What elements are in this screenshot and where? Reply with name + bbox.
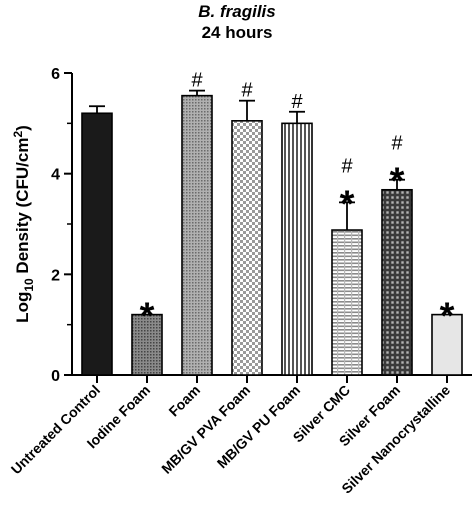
x-tick-label: MB/GV PVA Foam [158, 382, 253, 477]
y-tick-label: 0 [51, 368, 60, 385]
x-tick-label: Untreated Control [8, 382, 103, 477]
significance-star: * [440, 296, 455, 338]
bar [81, 112, 113, 376]
bars: * # # # * # * # * [81, 70, 463, 376]
bar [181, 94, 213, 376]
y-tick-label: 2 [51, 267, 60, 284]
significance-hash: # [191, 70, 203, 92]
bar [131, 313, 163, 376]
significance-hash: # [241, 80, 253, 102]
chart-subtitle: 24 hours [201, 23, 273, 42]
significance-hash: # [291, 91, 303, 113]
significance-star: * [390, 161, 405, 203]
significance-star: * [140, 296, 155, 338]
bar [381, 188, 413, 376]
bar [281, 122, 313, 376]
significance-hash: # [391, 133, 403, 155]
y-tick-label: 6 [51, 66, 60, 83]
bar [431, 313, 463, 376]
x-tick-label: Foam [165, 382, 203, 420]
significance-star: * [340, 183, 355, 225]
bar [231, 120, 263, 376]
bar [331, 229, 363, 376]
y-tick-label: 4 [51, 167, 60, 184]
significance-hash: # [341, 155, 353, 177]
chart-title: B. fragilis [198, 2, 276, 21]
y-axis-label: Log10 Density (CFU/cm2) [11, 125, 36, 323]
